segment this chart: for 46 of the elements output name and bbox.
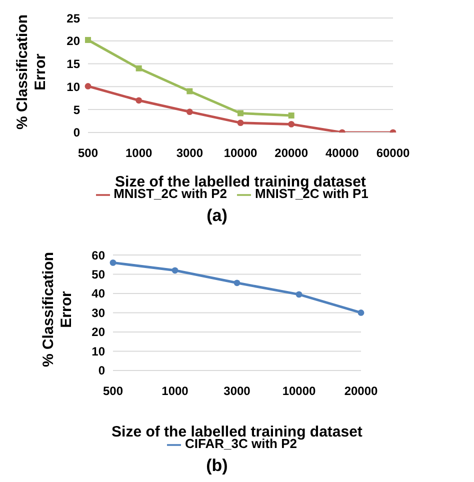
point <box>186 108 193 116</box>
x-tick-label: 1000 <box>162 384 189 398</box>
x-tick-label: 10000 <box>282 384 316 398</box>
y-tick-label: 15 <box>66 57 80 72</box>
y-axis-title: % Classification Error <box>40 250 76 370</box>
x-tick-label: 500 <box>78 146 98 160</box>
text: (a) <box>206 206 228 226</box>
point <box>234 280 240 286</box>
y-tick-label: 10 <box>66 80 80 94</box>
x-tick-label: 60000 <box>376 146 410 160</box>
point <box>136 97 142 104</box>
y-tick-label: 10 <box>92 344 106 358</box>
point <box>358 310 364 316</box>
y-tick-label: 0 <box>98 364 106 378</box>
y-axis-title: % Classification Error <box>14 13 50 132</box>
x-tick-label: 40000 <box>325 146 360 160</box>
x-tick-label: 3000 <box>224 384 251 398</box>
y-tick-label: 25 <box>66 11 80 26</box>
text: (b) <box>205 456 229 476</box>
x-tick-label: 500 <box>102 384 124 398</box>
point <box>296 291 302 298</box>
point <box>237 120 244 126</box>
y-tick-label: 30 <box>92 306 106 320</box>
legend-label: CIFAR_3C with P2 <box>185 436 297 452</box>
y-tick-label: 50 <box>92 268 106 282</box>
y-tick-label: 20 <box>92 325 106 340</box>
point <box>85 36 91 43</box>
y-tick-label: 40 <box>92 286 106 301</box>
x-tick-label: 10000 <box>224 146 258 160</box>
point <box>238 110 244 116</box>
y-tick-label: 20 <box>66 34 80 48</box>
point <box>172 267 178 274</box>
y-tick-label: 5 <box>73 102 80 117</box>
point <box>84 83 92 90</box>
x-tick-label: 20000 <box>344 384 378 398</box>
point <box>110 259 116 266</box>
y-tick-label: 0 <box>73 126 80 140</box>
legend-label: MNIST_2C with P2 <box>114 186 227 202</box>
point <box>186 88 193 94</box>
x-tick-label: 1000 <box>125 146 153 160</box>
point <box>288 121 295 128</box>
x-tick-label: 20000 <box>274 146 308 160</box>
point <box>288 112 294 118</box>
x-tick-label: 3000 <box>176 146 204 160</box>
point <box>136 65 142 72</box>
y-tick-label: 60 <box>92 248 106 262</box>
